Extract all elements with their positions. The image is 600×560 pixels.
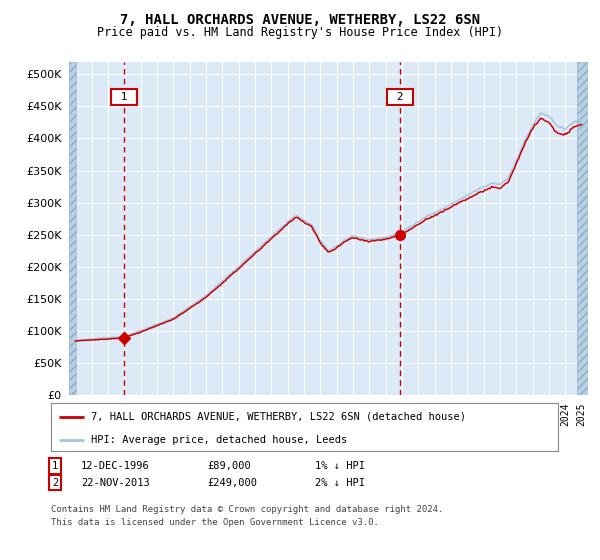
Text: £89,000: £89,000 [207,461,251,471]
Text: £249,000: £249,000 [207,478,257,488]
Text: 7, HALL ORCHARDS AVENUE, WETHERBY, LS22 6SN: 7, HALL ORCHARDS AVENUE, WETHERBY, LS22 … [120,13,480,27]
Text: Price paid vs. HM Land Registry's House Price Index (HPI): Price paid vs. HM Land Registry's House … [97,26,503,39]
Text: 1: 1 [113,92,134,102]
Text: 22-NOV-2013: 22-NOV-2013 [81,478,150,488]
Text: 1: 1 [52,461,58,471]
Text: 12-DEC-1996: 12-DEC-1996 [81,461,150,471]
Text: 2: 2 [52,478,58,488]
Text: 1% ↓ HPI: 1% ↓ HPI [315,461,365,471]
Text: Contains HM Land Registry data © Crown copyright and database right 2024.
This d: Contains HM Land Registry data © Crown c… [51,505,443,526]
Text: 7, HALL ORCHARDS AVENUE, WETHERBY, LS22 6SN (detached house): 7, HALL ORCHARDS AVENUE, WETHERBY, LS22 … [91,412,466,422]
Text: 2: 2 [390,92,410,102]
Text: HPI: Average price, detached house, Leeds: HPI: Average price, detached house, Leed… [91,435,347,445]
Text: 2% ↓ HPI: 2% ↓ HPI [315,478,365,488]
